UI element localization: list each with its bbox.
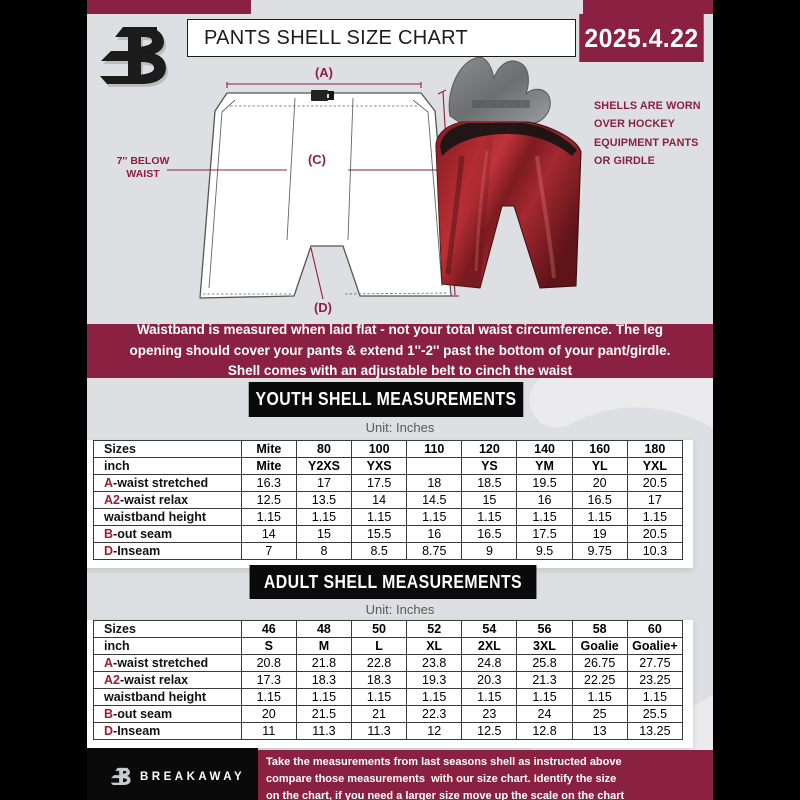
svg-text:7'' BELOW: 7'' BELOW: [117, 155, 170, 167]
svg-text:(C): (C): [308, 152, 326, 167]
svg-text:(A): (A): [315, 65, 333, 80]
svg-text:(D): (D): [314, 300, 332, 315]
svg-text:WAIST: WAIST: [126, 168, 160, 180]
